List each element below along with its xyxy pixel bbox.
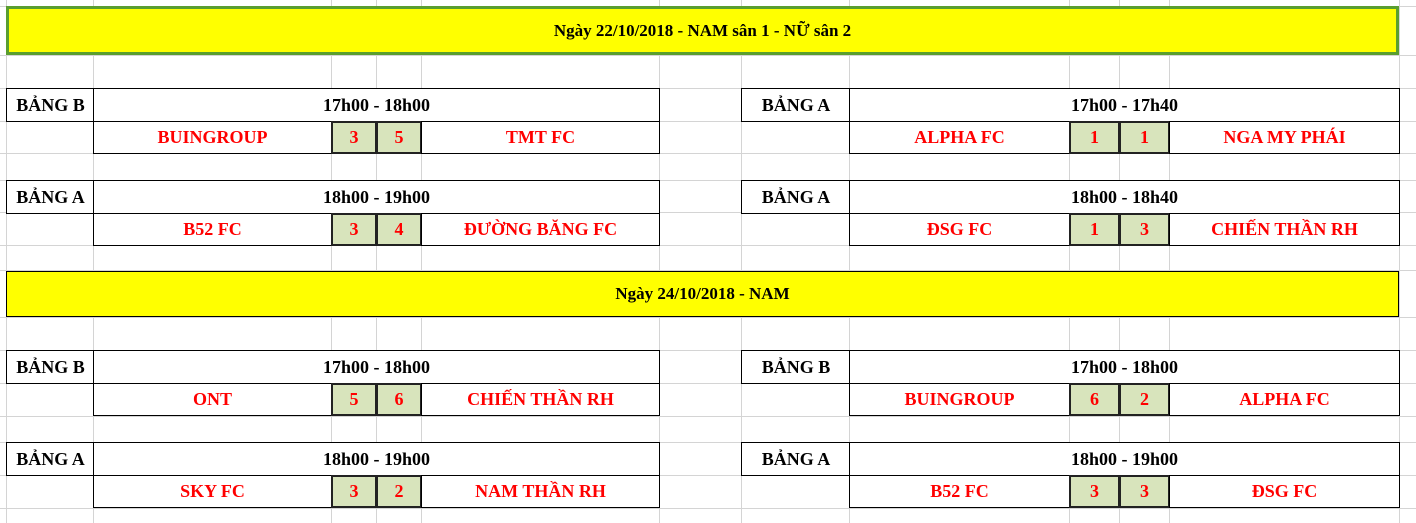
team-away[interactable]: ĐƯỜNG BĂNG FC [421,213,660,246]
row-line [0,88,1416,89]
group-label[interactable]: BẢNG B [6,88,94,122]
score-away[interactable]: 1 [1119,121,1170,154]
column-line [331,0,332,523]
column-line [1399,0,1400,523]
row-line [0,475,1416,476]
score-away[interactable]: 4 [376,213,422,246]
column-line [421,0,422,523]
match-time[interactable]: 18h00 - 18h40 [849,180,1400,214]
day-title: Ngày 24/10/2018 - NAM [615,284,790,303]
day-header-2[interactable]: Ngày 24/10/2018 - NAM [6,271,1399,317]
group-label[interactable]: BẢNG A [741,442,850,476]
team-away[interactable]: CHIẾN THẦN RH [421,383,660,416]
day-header-1[interactable]: Ngày 22/10/2018 - NAM sân 1 - NỮ sân 2 [6,6,1399,55]
match-time[interactable]: 18h00 - 19h00 [93,180,660,214]
day-title: Ngày 22/10/2018 - NAM sân 1 - NỮ sân 2 [553,20,852,40]
team-home[interactable]: ĐSG FC [849,213,1070,246]
group-label[interactable]: BẢNG A [6,180,94,214]
row-line [0,212,1416,213]
column-line [1069,0,1070,523]
group-label[interactable]: BẢNG A [6,442,94,476]
row-line [0,245,1416,246]
score-home[interactable]: 1 [1069,213,1120,246]
score-home[interactable]: 3 [331,121,377,154]
row-line [0,442,1416,443]
score-away[interactable]: 5 [376,121,422,154]
team-home[interactable]: B52 FC [93,213,332,246]
row-line [0,383,1416,384]
column-line [93,0,94,523]
team-home[interactable]: SKY FC [93,475,332,508]
row-line [0,121,1416,122]
column-line [741,0,742,523]
column-line [1169,0,1170,523]
group-label[interactable]: BẢNG A [741,180,850,214]
row-line [0,317,1416,318]
team-home[interactable]: B52 FC [849,475,1070,508]
match-time[interactable]: 17h00 - 18h00 [849,350,1400,384]
row-line [0,508,1416,509]
score-away[interactable]: 3 [1119,213,1170,246]
team-away[interactable]: NAM THẦN RH [421,475,660,508]
column-line [659,0,660,523]
match-time[interactable]: 18h00 - 19h00 [849,442,1400,476]
group-label[interactable]: BẢNG A [741,88,850,122]
column-line [1119,0,1120,523]
team-away[interactable]: NGA MY PHÁI [1169,121,1400,154]
score-home[interactable]: 6 [1069,383,1120,416]
team-home[interactable]: BUINGROUP [849,383,1070,416]
group-label[interactable]: BẢNG B [6,350,94,384]
row-line [0,350,1416,351]
row-line [0,180,1416,181]
score-away[interactable]: 6 [376,383,422,416]
group-label[interactable]: BẢNG B [741,350,850,384]
score-home[interactable]: 1 [1069,121,1120,154]
match-time[interactable]: 17h00 - 18h00 [93,88,660,122]
team-away[interactable]: ĐSG FC [1169,475,1400,508]
score-away[interactable]: 2 [376,475,422,508]
team-away[interactable]: CHIẾN THẦN RH [1169,213,1400,246]
score-away[interactable]: 2 [1119,383,1170,416]
row-line [0,55,1416,56]
match-time[interactable]: 18h00 - 19h00 [93,442,660,476]
row-line [0,153,1416,154]
match-time[interactable]: 17h00 - 18h00 [93,350,660,384]
column-line [376,0,377,523]
team-home[interactable]: ONT [93,383,332,416]
team-away[interactable]: TMT FC [421,121,660,154]
team-away[interactable]: ALPHA FC [1169,383,1400,416]
score-home[interactable]: 5 [331,383,377,416]
row-line [0,270,1416,271]
team-home[interactable]: BUINGROUP [93,121,332,154]
row-line [0,416,1416,417]
column-line [6,0,7,523]
score-home[interactable]: 3 [331,475,377,508]
team-home[interactable]: ALPHA FC [849,121,1070,154]
score-home[interactable]: 3 [331,213,377,246]
column-line [849,0,850,523]
score-home[interactable]: 3 [1069,475,1120,508]
match-time[interactable]: 17h00 - 17h40 [849,88,1400,122]
score-away[interactable]: 3 [1119,475,1170,508]
